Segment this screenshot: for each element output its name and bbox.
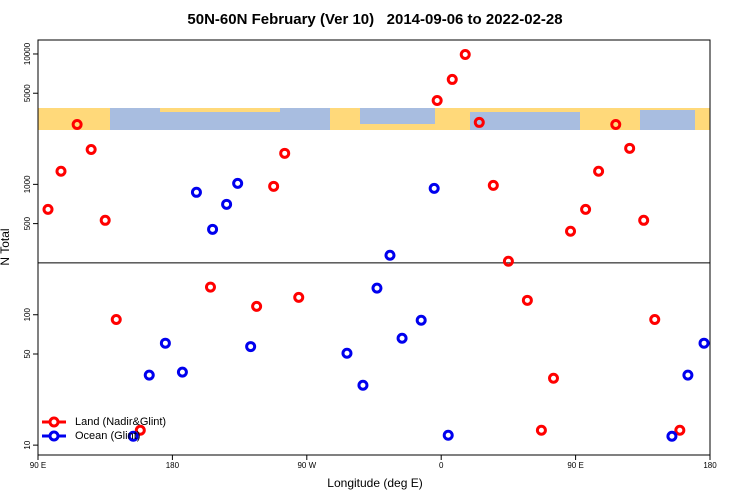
x-tick-label: 90 W [297,461,316,470]
point [268,180,280,192]
point [384,249,396,261]
point [580,203,592,215]
map-strip [38,108,710,130]
y-tick-label: 100 [23,308,32,322]
point [55,165,67,177]
point [415,314,427,326]
point [446,73,458,85]
point [442,429,454,441]
point [638,214,650,226]
y-tick-label: 1000 [23,175,32,193]
point [371,282,383,294]
point [547,372,559,384]
point [682,369,694,381]
point [487,179,499,191]
point [535,424,547,436]
x-tick-label: 0 [439,461,444,470]
point [221,198,233,210]
x-tick-label: 180 [703,461,717,470]
y-tick-label: 5000 [23,84,32,102]
legend-label: Ocean (Glint) [75,430,140,442]
point [610,118,622,130]
point [176,366,188,378]
point [521,294,533,306]
point [207,223,219,235]
y-tick-label: 50 [23,349,32,358]
legend-marker [48,430,60,442]
point [357,379,369,391]
point [204,281,216,293]
legend-label: Land (Nadir&Glint) [75,416,166,428]
y-tick-label: 10000 [23,42,32,65]
point [565,225,577,237]
point [473,116,485,128]
x-tick-label: 180 [166,461,180,470]
x-axis-label: Longitude (deg E) [327,476,422,490]
point [190,186,202,198]
y-axis-label: N Total [0,228,12,265]
x-tick-label: 90 E [567,461,583,470]
point [232,177,244,189]
point [698,337,710,349]
point [127,430,139,442]
point [341,347,353,359]
point [143,369,155,381]
point [396,332,408,344]
point [459,48,471,60]
point [251,300,263,312]
point [42,203,54,215]
point [502,255,514,267]
point [134,424,146,436]
point [279,147,291,159]
chart-title: 50N-60N February (Ver 10) 2014-09-06 to … [187,11,562,28]
point [245,341,257,353]
point [428,182,440,194]
point [666,430,678,442]
point [593,165,605,177]
point [649,313,661,325]
point [159,337,171,349]
point [293,291,305,303]
point [85,144,97,156]
y-tick-label: 500 [23,216,32,230]
point [624,142,636,154]
legend-marker [48,416,60,428]
point [99,214,111,226]
point [431,94,443,106]
point [110,313,122,325]
point [71,118,83,130]
point [674,424,686,436]
y-tick-label: 10 [23,440,32,449]
plot-frame [37,39,711,456]
x-tick-label: 90 E [30,461,46,470]
